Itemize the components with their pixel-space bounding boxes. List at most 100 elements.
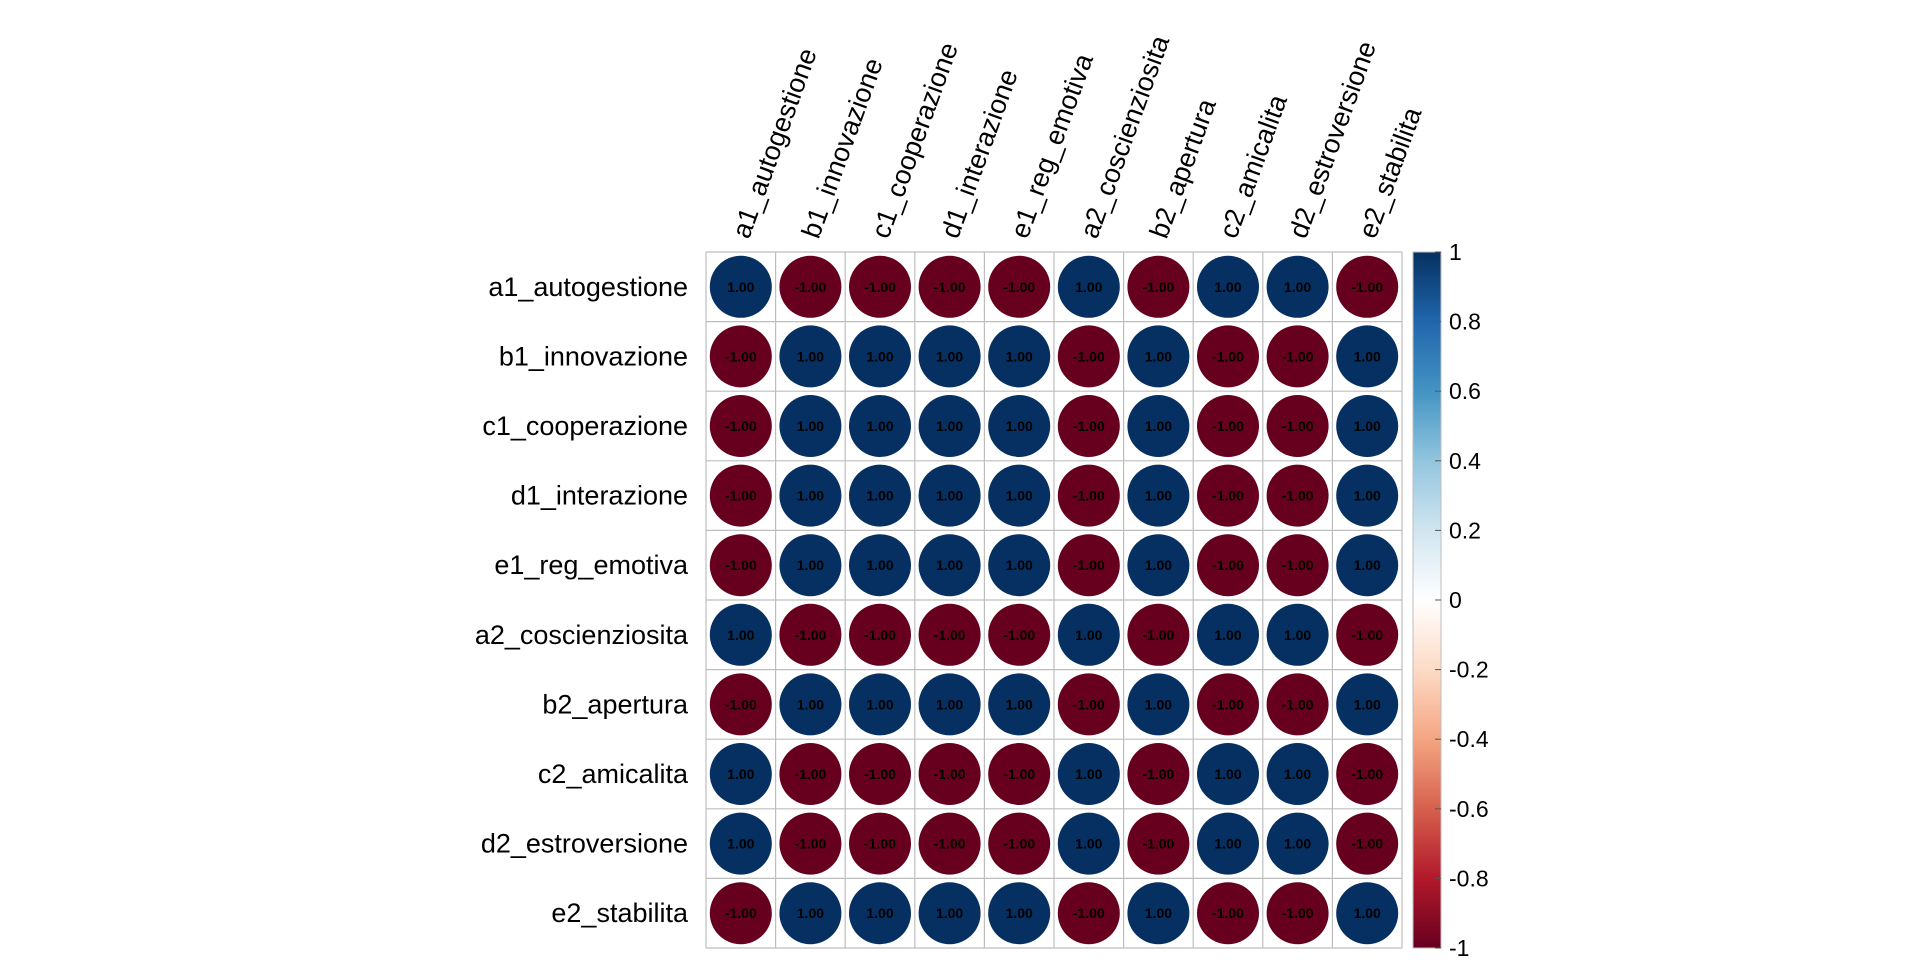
corr-circle-b2_apertura-d1_interazione (918, 673, 981, 736)
corr-value-c1_cooperazione-e2_stabilita: 1.00 (1354, 418, 1381, 434)
corr-value-d1_interazione-d2_estroversione: -1.00 (1282, 488, 1314, 504)
corr-circle-a2_coscienziosita-c2_amicalita (1197, 603, 1259, 666)
corr-value-d1_interazione-e1_reg_emotiva: 1.00 (1006, 488, 1033, 504)
corr-circle-e1_reg_emotiva-b1_innovazione (779, 534, 842, 597)
corr-circle-e2_stabilita-e1_reg_emotiva (988, 882, 1051, 945)
corr-circle-a1_autogestione-b2_apertura (1127, 255, 1190, 318)
corr-value-d1_interazione-d1_interazione: 1.00 (936, 488, 963, 504)
corr-value-b2_apertura-a1_autogestione: -1.00 (725, 696, 757, 712)
corr-circle-c2_amicalita-d2_estroversione (1266, 743, 1329, 805)
corr-value-e1_reg_emotiva-d2_estroversione: -1.00 (1282, 557, 1314, 573)
corr-circle-a1_autogestione-e1_reg_emotiva (988, 255, 1051, 318)
corr-value-a1_autogestione-b1_innovazione: -1.00 (794, 279, 826, 295)
corr-value-b1_innovazione-e1_reg_emotiva: 1.00 (1006, 348, 1033, 364)
corr-value-b2_apertura-e1_reg_emotiva: 1.00 (1006, 696, 1033, 712)
corr-value-a2_coscienziosita-c2_amicalita: 1.00 (1214, 627, 1241, 643)
row-label-a1_autogestione: a1_autogestione (488, 272, 688, 302)
colorbar-tick-label: 1 (1449, 239, 1462, 265)
corr-circle-e2_stabilita-c2_amicalita (1197, 882, 1259, 945)
corr-circle-e1_reg_emotiva-c1_cooperazione (849, 534, 911, 597)
corr-circle-c1_cooperazione-e1_reg_emotiva (988, 395, 1051, 457)
row-label-a2_coscienziosita: a2_coscienziosita (475, 620, 689, 650)
corr-circle-e2_stabilita-d2_estroversione (1266, 882, 1329, 945)
corr-value-d2_estroversione-b2_apertura: -1.00 (1142, 836, 1174, 852)
corr-value-c2_amicalita-c1_cooperazione: -1.00 (864, 766, 896, 782)
colorbar-tick-label: -0.6 (1449, 796, 1489, 822)
corr-circle-a2_coscienziosita-c1_cooperazione (849, 603, 911, 666)
corr-value-d2_estroversione-c2_amicalita: 1.00 (1214, 836, 1241, 852)
row-label-e1_reg_emotiva: e1_reg_emotiva (494, 550, 689, 580)
corr-value-b1_innovazione-b2_apertura: 1.00 (1145, 348, 1172, 364)
corr-value-d1_interazione-e2_stabilita: 1.00 (1354, 488, 1381, 504)
corr-circle-c2_amicalita-a1_autogestione (709, 743, 772, 805)
corr-value-e1_reg_emotiva-e2_stabilita: 1.00 (1354, 557, 1381, 573)
corr-value-e2_stabilita-d2_estroversione: -1.00 (1282, 905, 1314, 921)
corr-circle-b1_innovazione-b2_apertura (1127, 325, 1190, 388)
corr-circle-a1_autogestione-e2_stabilita (1336, 255, 1399, 318)
corr-circle-c2_amicalita-c1_cooperazione (849, 743, 911, 805)
corr-value-e1_reg_emotiva-a2_coscienziosita: -1.00 (1073, 557, 1105, 573)
row-label-b2_apertura: b2_apertura (542, 689, 689, 719)
corr-circle-e1_reg_emotiva-b2_apertura (1127, 534, 1190, 597)
corr-circle-a1_autogestione-d1_interazione (918, 255, 981, 318)
corr-circle-d1_interazione-d1_interazione (918, 464, 981, 527)
corr-circle-e1_reg_emotiva-c2_amicalita (1197, 534, 1259, 597)
corr-circle-d2_estroversione-b1_innovazione (779, 812, 842, 875)
corr-circle-e2_stabilita-d1_interazione (918, 882, 981, 945)
corr-value-c1_cooperazione-d1_interazione: 1.00 (936, 418, 963, 434)
row-label-c1_cooperazione: c1_cooperazione (482, 411, 688, 441)
corr-value-b2_apertura-a2_coscienziosita: -1.00 (1073, 696, 1105, 712)
corr-circle-d2_estroversione-e2_stabilita (1336, 812, 1399, 875)
corr-value-e1_reg_emotiva-a1_autogestione: -1.00 (725, 557, 757, 573)
corr-value-e2_stabilita-d1_interazione: 1.00 (936, 905, 963, 921)
corr-value-a2_coscienziosita-c1_cooperazione: -1.00 (864, 627, 896, 643)
row-label-d2_estroversione: d2_estroversione (481, 829, 688, 859)
corr-circle-c1_cooperazione-a2_coscienziosita (1057, 395, 1120, 457)
corr-value-b2_apertura-b2_apertura: 1.00 (1145, 696, 1172, 712)
corr-circle-b2_apertura-e2_stabilita (1336, 673, 1399, 736)
corr-value-c2_amicalita-b1_innovazione: -1.00 (794, 766, 826, 782)
corr-value-a2_coscienziosita-a1_autogestione: 1.00 (727, 627, 754, 643)
corr-value-c1_cooperazione-a2_coscienziosita: -1.00 (1073, 418, 1105, 434)
corr-value-d1_interazione-a2_coscienziosita: -1.00 (1073, 488, 1105, 504)
corr-value-d1_interazione-b1_innovazione: 1.00 (797, 488, 824, 504)
colorbar: 1 0.8 0.6 0.4 0.2 0 -0.2 -0.4 -0.6 -0.8 -1 (1412, 239, 1489, 960)
corr-circle-d2_estroversione-c1_cooperazione (849, 812, 911, 875)
corr-value-e2_stabilita-b2_apertura: 1.00 (1145, 905, 1172, 921)
corr-value-b2_apertura-c2_amicalita: -1.00 (1212, 696, 1244, 712)
colorbar-tick-label: 0.8 (1449, 309, 1481, 335)
corr-circle-b1_innovazione-e2_stabilita (1336, 325, 1399, 388)
corr-value-b1_innovazione-c2_amicalita: -1.00 (1212, 348, 1244, 364)
corr-value-d2_estroversione-e2_stabilita: -1.00 (1351, 836, 1383, 852)
corr-value-e2_stabilita-e1_reg_emotiva: 1.00 (1006, 905, 1033, 921)
corr-value-a2_coscienziosita-b2_apertura: -1.00 (1142, 627, 1174, 643)
corr-circle-d2_estroversione-c2_amicalita (1197, 812, 1259, 875)
corr-value-a1_autogestione-d1_interazione: -1.00 (934, 279, 966, 295)
corr-value-c2_amicalita-e1_reg_emotiva: -1.00 (1003, 766, 1035, 782)
corr-value-b1_innovazione-e2_stabilita: 1.00 (1354, 348, 1381, 364)
corr-circle-a2_coscienziosita-d2_estroversione (1266, 603, 1329, 666)
corr-circle-a1_autogestione-a2_coscienziosita (1057, 255, 1120, 318)
corr-value-b2_apertura-d1_interazione: 1.00 (936, 696, 963, 712)
corr-value-e1_reg_emotiva-b2_apertura: 1.00 (1145, 557, 1172, 573)
corr-circle-c1_cooperazione-b1_innovazione (779, 395, 842, 457)
corr-circle-e1_reg_emotiva-a1_autogestione (709, 534, 772, 597)
corr-value-e1_reg_emotiva-d1_interazione: 1.00 (936, 557, 963, 573)
corr-circle-e2_stabilita-b2_apertura (1127, 882, 1190, 945)
corr-value-e1_reg_emotiva-c1_cooperazione: 1.00 (866, 557, 893, 573)
corr-circle-c1_cooperazione-e2_stabilita (1336, 395, 1399, 457)
corr-value-a2_coscienziosita-d2_estroversione: 1.00 (1284, 627, 1311, 643)
colorbar-tick-label: 0.6 (1449, 378, 1481, 404)
corr-value-a2_coscienziosita-e2_stabilita: -1.00 (1351, 627, 1383, 643)
corr-value-e2_stabilita-a1_autogestione: -1.00 (725, 905, 757, 921)
corr-value-d2_estroversione-b1_innovazione: -1.00 (794, 836, 826, 852)
corr-value-e2_stabilita-c2_amicalita: -1.00 (1212, 905, 1244, 921)
corr-value-d2_estroversione-e1_reg_emotiva: -1.00 (1003, 836, 1035, 852)
column-label-e2_stabilita: e2_stabilita (1353, 103, 1428, 243)
corr-circle-d2_estroversione-a1_autogestione (709, 812, 772, 875)
row-label-b1_innovazione: b1_innovazione (499, 341, 688, 371)
corr-circle-e1_reg_emotiva-d2_estroversione (1266, 534, 1329, 597)
corr-value-d2_estroversione-d1_interazione: -1.00 (934, 836, 966, 852)
colorbar-tick-label: 0 (1449, 587, 1462, 613)
